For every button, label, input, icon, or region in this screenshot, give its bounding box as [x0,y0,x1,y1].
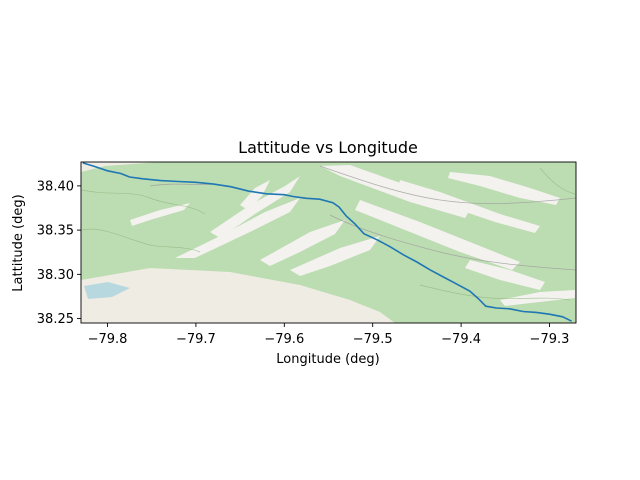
x-tick-label: −79.7 [176,332,216,347]
x-axis-title: Longitude (deg) [276,352,379,367]
map-background [81,162,576,323]
x-axis: −79.8 −79.7 −79.6 −79.5 −79.4 −79.3 [88,323,570,347]
chart-title: Lattitude vs Longitude [238,138,418,157]
x-tick-label: −79.6 [264,332,304,347]
y-axis: 38.25 38.30 38.35 38.40 [37,179,81,327]
y-tick-label: 38.30 [37,268,74,283]
x-tick-label: −79.5 [353,332,393,347]
y-tick-label: 38.35 [37,224,74,239]
y-axis-title: Lattitude (deg) [11,194,26,291]
map-contours [81,167,576,301]
map-ridges [130,165,575,306]
map-land-valley [81,162,160,172]
route-line [82,162,572,322]
y-tick-label: 38.40 [37,179,74,194]
x-tick-label: −79.3 [530,332,570,347]
plot-frame [80,161,577,324]
map-water-lake [84,282,130,299]
y-tick-label: 38.25 [37,312,74,327]
x-tick-label: −79.8 [88,332,128,347]
x-tick-label: −79.4 [441,332,481,347]
map-land-lowland [81,268,395,323]
